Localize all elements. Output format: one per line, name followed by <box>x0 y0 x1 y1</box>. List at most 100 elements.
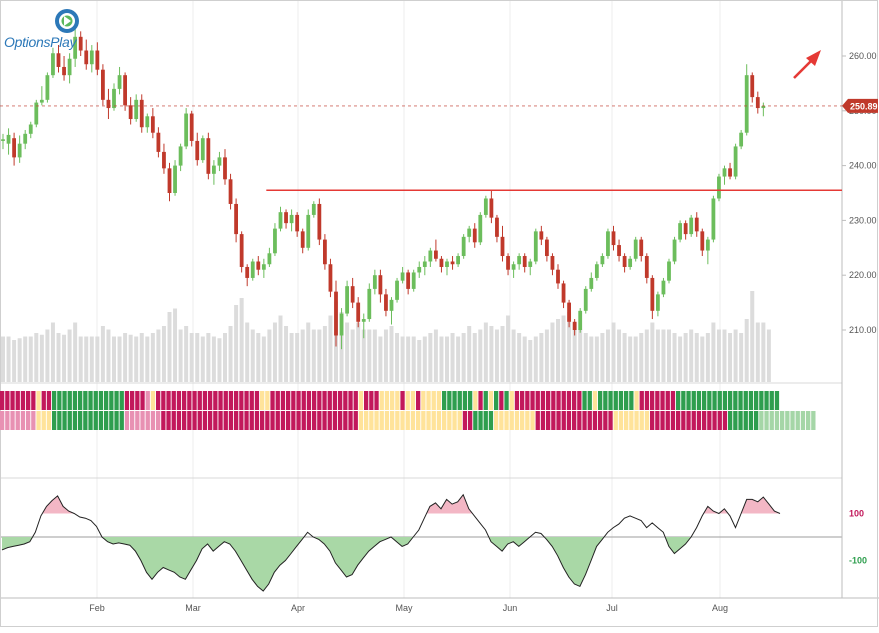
volume-bar <box>50 322 55 382</box>
last-price-tag <box>842 98 878 113</box>
heatmap-cell <box>509 391 514 410</box>
candle-body <box>633 239 638 259</box>
volume-bar <box>178 329 183 382</box>
y-tick-label: 220.00 <box>849 270 877 280</box>
candle <box>683 220 688 240</box>
candle <box>617 239 621 262</box>
heatmap-cell <box>655 411 660 430</box>
heatmap-cell <box>572 391 577 410</box>
heatmap-cell <box>483 411 488 430</box>
x-tick-label: Aug <box>712 603 728 613</box>
heatmap-cell <box>546 391 551 410</box>
candle <box>572 319 577 336</box>
candle-body <box>112 88 116 109</box>
candle-body <box>284 212 288 224</box>
heatmap-cell <box>114 411 119 430</box>
heatmap-cell <box>130 411 135 430</box>
signal-heatmap <box>0 391 816 430</box>
heatmap-cell <box>754 411 759 430</box>
candle <box>639 236 644 262</box>
candle-body <box>323 239 327 265</box>
heatmap-cell <box>416 391 421 410</box>
candle <box>123 72 127 111</box>
candle <box>434 239 438 262</box>
candle-body <box>17 143 22 158</box>
candle <box>101 64 105 106</box>
heatmap-cell <box>634 411 639 430</box>
candle-body <box>572 321 577 330</box>
volume-bar <box>766 329 771 382</box>
heatmap-cell <box>291 411 296 430</box>
volume-bar <box>34 333 39 382</box>
candle-body <box>622 256 627 267</box>
heatmap-cell <box>390 391 395 410</box>
volume-bar <box>483 322 488 382</box>
candle-body <box>378 275 383 295</box>
x-tick-label: May <box>395 603 413 613</box>
candle-body <box>212 165 216 174</box>
heatmap-cell <box>702 411 707 430</box>
volume-bar <box>78 336 83 382</box>
heatmap-cell <box>379 411 384 430</box>
candle <box>6 128 11 155</box>
volume-bar <box>694 333 699 382</box>
candle <box>589 272 594 292</box>
candle <box>306 209 311 251</box>
volume-bar <box>12 340 17 382</box>
heatmap-cell <box>395 411 400 430</box>
candle-body <box>545 239 549 257</box>
candle-body <box>550 256 555 270</box>
volume-bar <box>578 329 583 382</box>
candle-body <box>489 198 494 218</box>
volume-bar <box>728 333 733 382</box>
candle <box>28 121 33 139</box>
heatmap-cell <box>561 411 566 430</box>
candle-body <box>694 217 699 232</box>
candle-body <box>717 176 721 199</box>
heatmap-cell <box>249 391 254 410</box>
candle-body <box>478 214 483 243</box>
candle-body <box>245 266 250 278</box>
heatmap-cell <box>592 411 598 430</box>
volume-bar <box>433 329 438 382</box>
heatmap-cell <box>338 391 343 410</box>
candle-body <box>167 168 172 193</box>
heatmap-cell <box>270 411 275 430</box>
volume-bar <box>561 315 566 382</box>
candle <box>162 143 166 174</box>
candle <box>628 256 633 270</box>
heatmap-cell <box>556 411 561 430</box>
candle-body <box>650 277 655 311</box>
heatmap-cell <box>759 411 764 430</box>
heatmap-cell <box>738 391 743 410</box>
candle <box>500 225 505 262</box>
candle <box>744 64 749 136</box>
heatmap-cell <box>218 411 223 430</box>
volume-bar <box>633 336 638 382</box>
volume-bar <box>744 319 749 382</box>
volume-bar <box>300 329 305 382</box>
heatmap-cell <box>811 411 816 430</box>
volume-bar <box>67 329 72 382</box>
candle <box>1 133 5 150</box>
volume-bar <box>605 329 610 382</box>
candle <box>284 209 288 229</box>
heatmap-cell <box>447 411 452 430</box>
candle-body <box>528 261 533 267</box>
candle <box>217 151 222 172</box>
volume-bar <box>711 322 716 382</box>
heatmap-cell <box>20 391 26 410</box>
heatmap-cell <box>62 411 67 430</box>
heatmap-cell <box>691 391 696 410</box>
heatmap-cell <box>171 411 176 430</box>
heatmap-cell <box>462 391 468 410</box>
candle <box>267 247 272 267</box>
candle <box>567 299 571 328</box>
heatmap-cell <box>343 411 348 430</box>
volume-bar <box>284 326 289 382</box>
volume-bar <box>206 333 211 382</box>
candle-body <box>567 302 571 322</box>
volume-bar <box>617 329 622 382</box>
